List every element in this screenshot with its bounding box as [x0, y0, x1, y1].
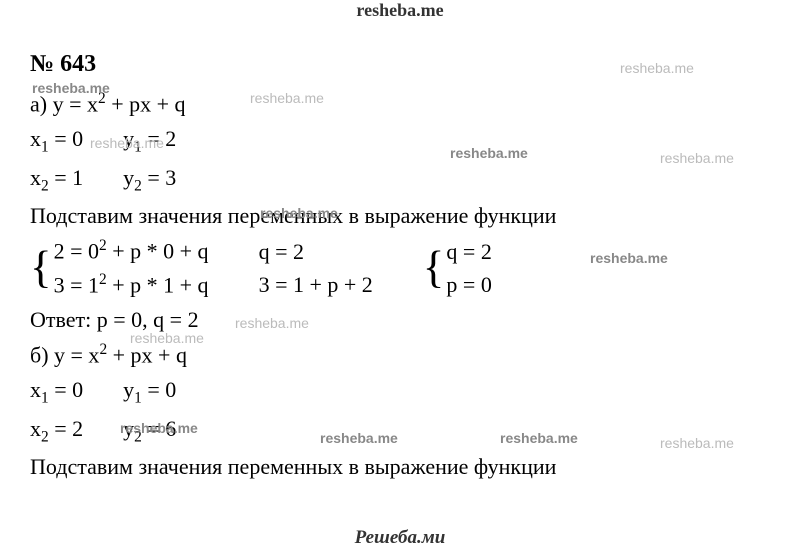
part-b-substitute: Подставим значения переменных в выражени…: [30, 450, 770, 483]
problem-number: № 643: [30, 46, 770, 82]
mid-eq2: 3 = 1 + p + 2: [259, 268, 373, 301]
part-a-equation: а) y = x2 + px + q: [30, 87, 770, 120]
main-content: № 643 а) y = x2 + px + q x1 = 0y1 = 2 x2…: [0, 26, 800, 505]
part-a-xy1: x1 = 0y1 = 2: [30, 122, 770, 159]
res-eq1: q = 2: [446, 235, 491, 268]
part-a-xy2: x2 = 1y2 = 3: [30, 161, 770, 198]
part-a-answer: Ответ: p = 0, q = 2: [30, 303, 770, 336]
res-eq2: p = 0: [446, 268, 491, 301]
footer-text: Решеба.ми: [0, 527, 800, 549]
part-a-substitute: Подставим значения переменных в выражени…: [30, 199, 770, 232]
part-b-xy2: x2 = 2y2 = 6: [30, 412, 770, 449]
part-a-system: { 2 = 02 + p * 0 + q 3 = 12 + p * 1 + q …: [30, 234, 770, 301]
mid-eq1: q = 2: [259, 235, 373, 268]
part-b-xy1: x1 = 0y1 = 0: [30, 373, 770, 410]
part-b-equation: б) y = x2 + px + q: [30, 338, 770, 371]
header-watermark: resheba.me: [0, 0, 800, 21]
